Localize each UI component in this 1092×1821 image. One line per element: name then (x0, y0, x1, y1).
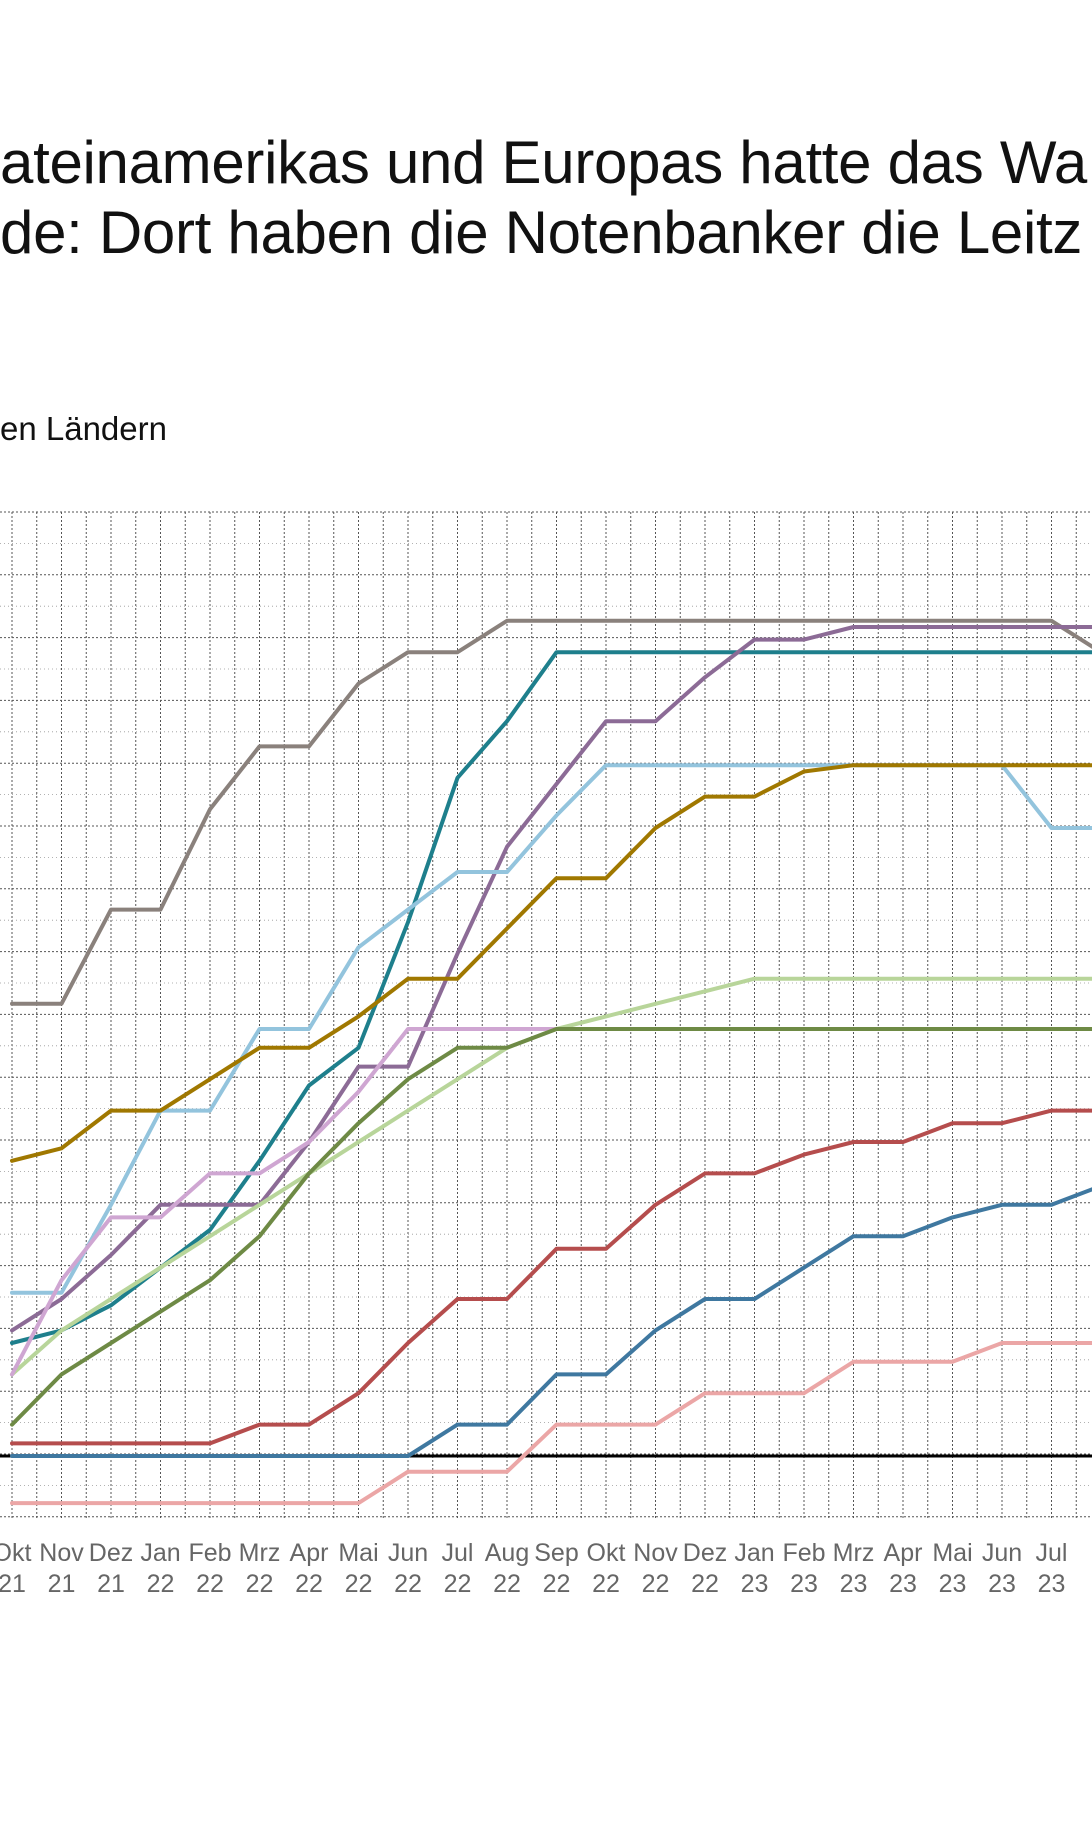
series-line-9 (10, 1108, 1092, 1446)
series-line-10 (10, 1187, 1092, 1458)
x-tick-year: 22 (592, 1570, 620, 1598)
x-tick-month: Jan (734, 1539, 774, 1567)
headline-line-2: de: Dort haben die Notenbanker die Leitz (0, 199, 1083, 266)
x-tick-month: Jun (388, 1539, 428, 1567)
x-tick-month: Jul (1036, 1539, 1068, 1567)
series-line-2 (10, 650, 1092, 1345)
x-tick-year: 23 (988, 1570, 1016, 1598)
x-tick-month: Aug (485, 1539, 529, 1567)
x-tick-year: 22 (543, 1570, 571, 1598)
x-tick-year: 23 (939, 1570, 967, 1598)
x-tick-month: Jan (140, 1539, 180, 1567)
x-tick-month: Okt (0, 1539, 31, 1567)
x-tick-month: Feb (782, 1539, 825, 1567)
x-tick-month: Mai (338, 1539, 378, 1567)
series-line-6 (10, 976, 1092, 1377)
x-tick-year: 23 (741, 1570, 769, 1598)
x-tick-year: 22 (295, 1570, 323, 1598)
x-tick-month: Apr (290, 1539, 329, 1567)
x-axis-ticks: Okt 21 Nov 21 Dez 21 Jan 22 Feb 22 Mrz 22 Apr 22 Mai 22… (0, 1539, 1068, 1598)
x-tick-year: 22 (691, 1570, 719, 1598)
x-tick-month: Jul (442, 1539, 474, 1567)
series-line-1 (10, 618, 1092, 1006)
x-tick-year: 23 (840, 1570, 868, 1598)
x-tick-month: Okt (587, 1539, 626, 1567)
x-tick-year: 23 (889, 1570, 917, 1598)
series-line-7 (10, 1027, 1092, 1377)
x-tick-year: 22 (394, 1570, 422, 1598)
x-tick-month: Mai (932, 1539, 972, 1567)
series-lines (10, 618, 1092, 1506)
series-line-8 (10, 1027, 1092, 1427)
series-line-5 (10, 763, 1092, 1163)
x-tick-month: Feb (188, 1539, 231, 1567)
x-tick-month: Apr (884, 1539, 923, 1567)
x-tick-year: 21 (48, 1570, 76, 1598)
x-tick-month: Nov (39, 1539, 84, 1567)
x-tick-month: Dez (683, 1539, 727, 1567)
x-tick-month: Mrz (833, 1539, 875, 1567)
x-tick-year: 21 (0, 1570, 26, 1598)
x-tick-month: Dez (89, 1539, 133, 1567)
x-tick-year: 22 (493, 1570, 521, 1598)
series-line-11 (10, 1341, 1092, 1506)
x-tick-month: Jun (982, 1539, 1022, 1567)
chart-subtitle: en Ländern (0, 410, 167, 447)
x-tick-month: Sep (534, 1539, 578, 1567)
x-tick-year: 21 (97, 1570, 125, 1598)
x-tick-month: Mrz (239, 1539, 281, 1567)
x-tick-year: 22 (196, 1570, 224, 1598)
grid (0, 511, 1092, 1519)
x-tick-year: 22 (147, 1570, 175, 1598)
x-tick-year: 22 (246, 1570, 274, 1598)
headline: ateinamerikas und Europas hatte das Wa d… (0, 128, 1092, 268)
x-tick-year: 22 (642, 1570, 670, 1598)
x-tick-year: 23 (790, 1570, 818, 1598)
x-tick-month: Nov (633, 1539, 678, 1567)
x-tick-year: 22 (345, 1570, 373, 1598)
x-tick-year: 23 (1038, 1570, 1066, 1598)
headline-line-1: ateinamerikas und Europas hatte das Wa (0, 129, 1087, 196)
x-tick-year: 22 (444, 1570, 472, 1598)
series-line-3 (10, 625, 1092, 1333)
